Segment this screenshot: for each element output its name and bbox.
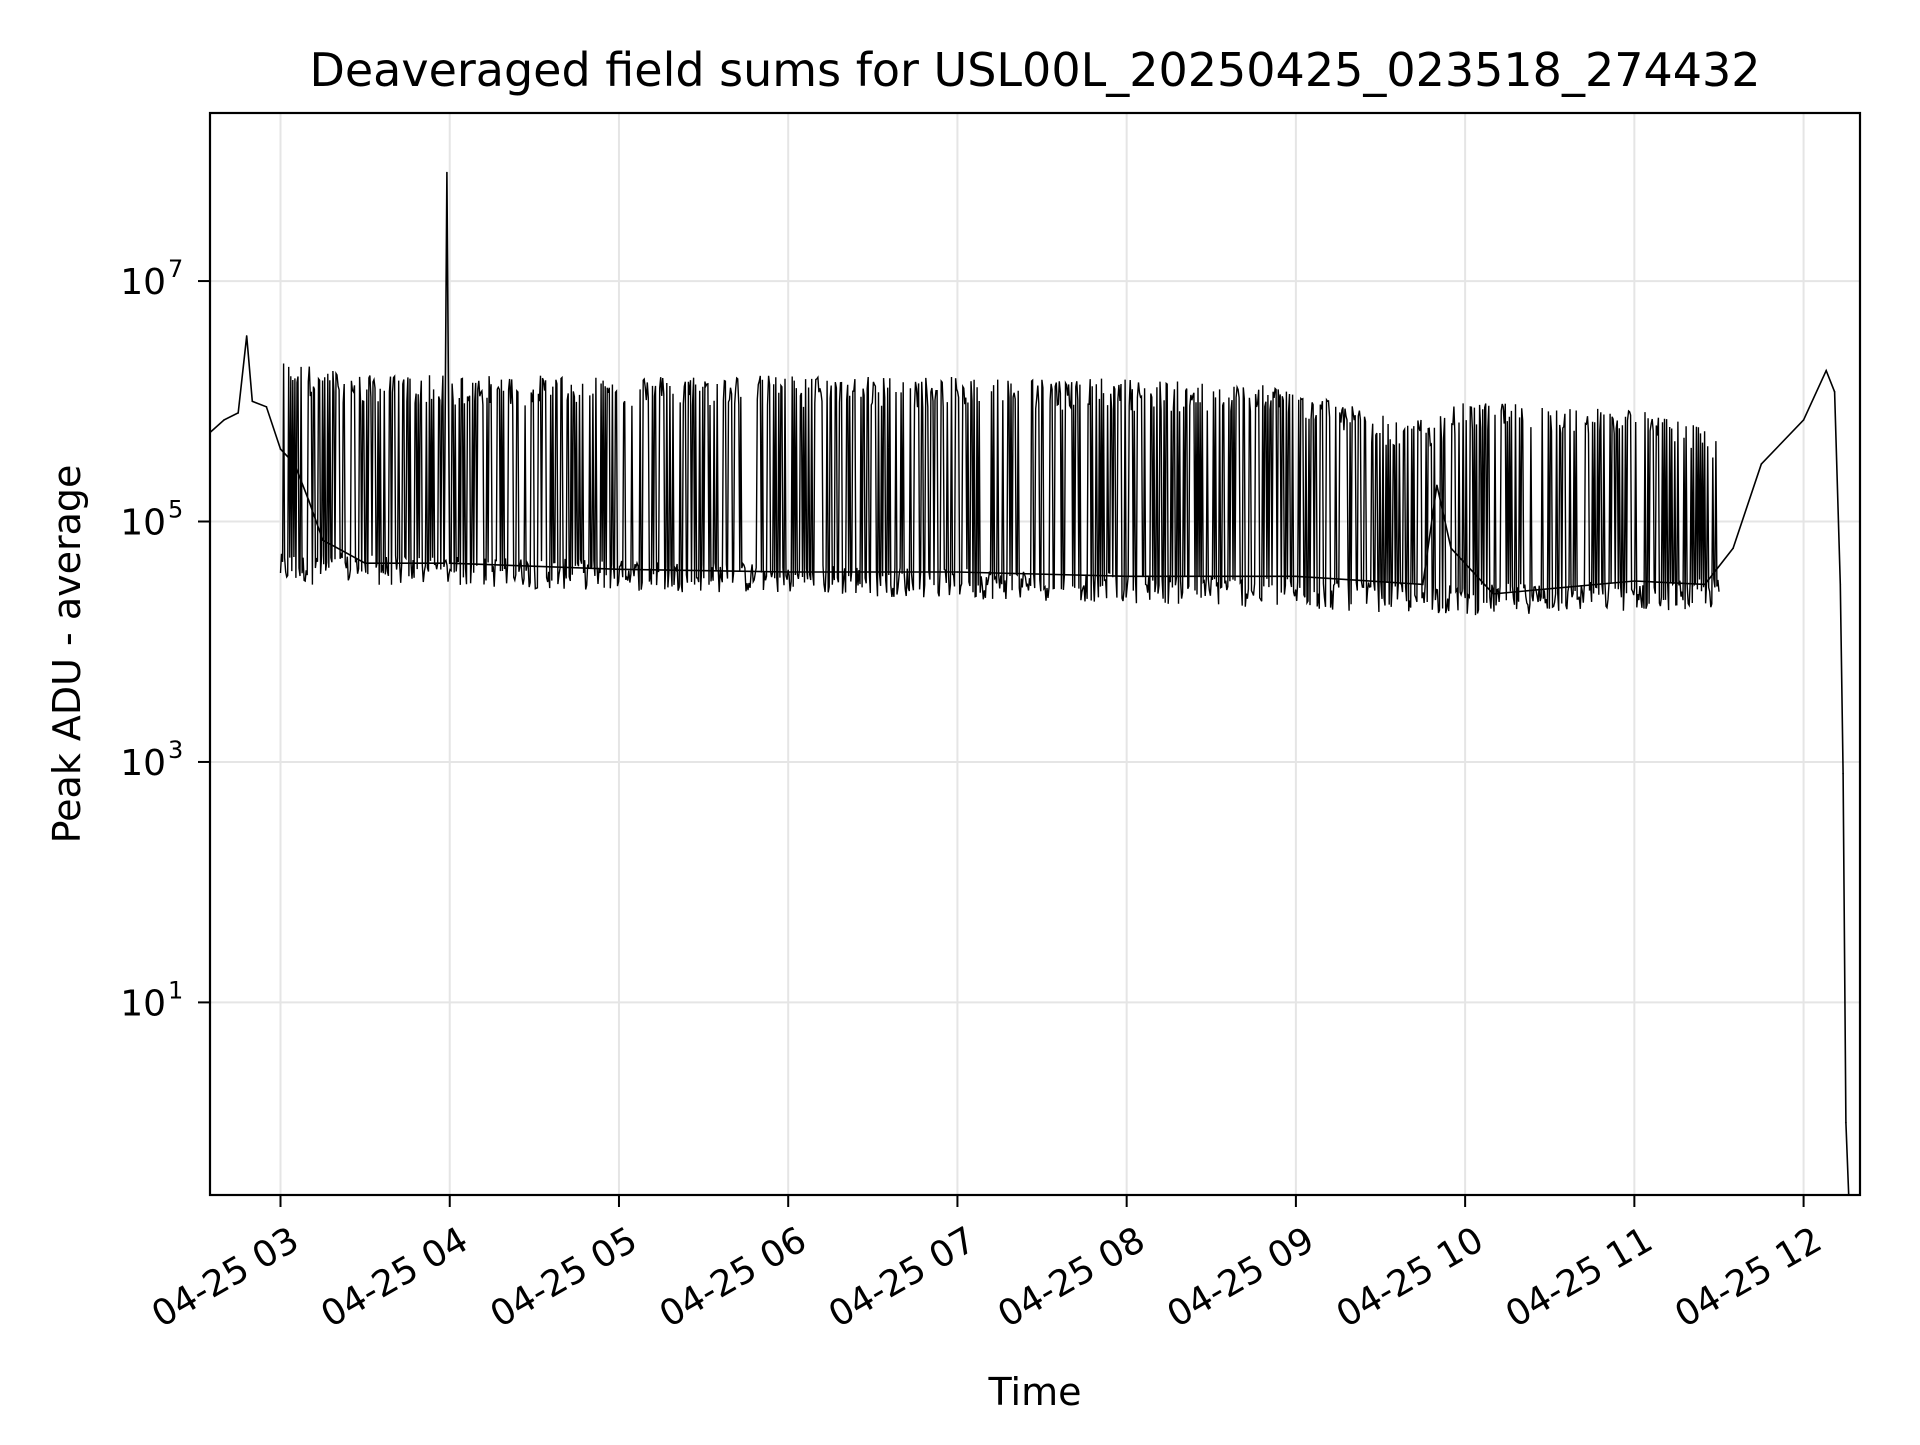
data-point	[1732, 547, 1734, 549]
data-point	[1450, 547, 1452, 549]
data-point	[1422, 583, 1424, 586]
y-tick-label: 10	[120, 743, 166, 784]
y-tick-base: 10	[120, 503, 166, 544]
data-point	[293, 463, 296, 465]
data-point	[1633, 580, 1636, 582]
data-point	[1295, 575, 1297, 578]
data-point	[245, 335, 248, 337]
grid-lines	[210, 113, 1860, 1195]
data-point	[446, 171, 448, 174]
y-tick-label: 10	[120, 983, 166, 1024]
series-oscillation-band	[279, 363, 1720, 616]
data-point	[364, 562, 366, 564]
data-point	[448, 562, 451, 564]
data-point	[1833, 391, 1836, 393]
data-point	[265, 406, 268, 408]
data-point	[1842, 772, 1844, 775]
data-point	[443, 562, 445, 564]
y-tick-base: 10	[120, 743, 166, 784]
data-point	[1125, 575, 1128, 578]
chart-title: Deaveraged field sums for USL00L_2025042…	[309, 43, 1760, 97]
data-point	[1436, 484, 1438, 487]
plot-frame	[208, 111, 1862, 1197]
x-axis-label: Time	[988, 1370, 1082, 1414]
y-tick-base: 10	[120, 983, 166, 1024]
y-tick-exponent: 3	[168, 736, 183, 764]
data-point	[1492, 593, 1495, 595]
data-point	[1760, 463, 1763, 465]
series-line	[209, 172, 1850, 1196]
y-tick-label: 10	[120, 262, 166, 303]
data-point	[1704, 583, 1706, 586]
data-point	[1802, 419, 1805, 421]
data-point	[322, 539, 324, 541]
data-point	[307, 499, 310, 502]
data-point	[1839, 583, 1842, 586]
y-tick-exponent: 7	[168, 255, 183, 283]
data-point	[1845, 1121, 1847, 1124]
data-point	[237, 412, 239, 414]
y-axis-label: Peak ADU - average	[45, 465, 89, 844]
y-tick-label: 10	[120, 503, 166, 544]
data-point	[251, 400, 254, 403]
data-point	[223, 419, 225, 421]
data-point	[956, 571, 959, 573]
data-point	[279, 448, 282, 450]
data-point	[1825, 369, 1827, 372]
data-point	[787, 571, 789, 573]
data-point	[618, 568, 620, 571]
y-tick-exponent: 1	[168, 976, 183, 1004]
y-tick-base: 10	[120, 262, 166, 303]
y-tick-exponent: 5	[168, 496, 183, 524]
